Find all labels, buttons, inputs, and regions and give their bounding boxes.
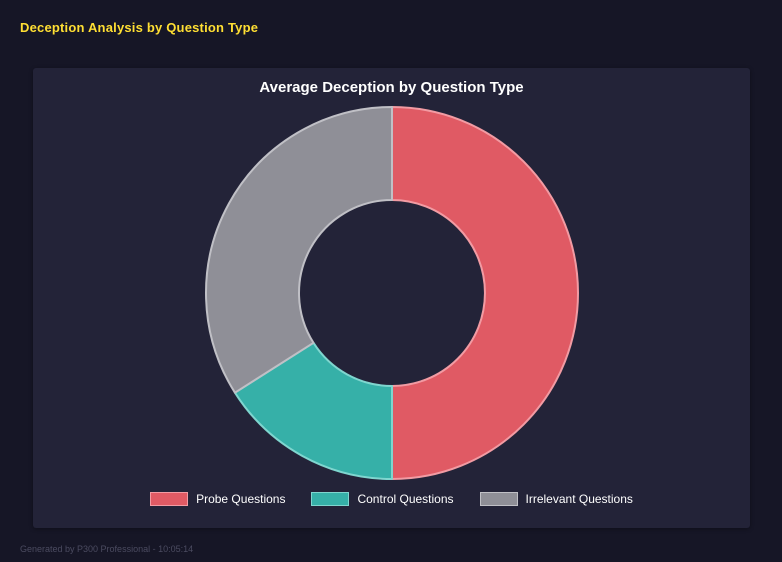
legend-swatch [479,492,518,506]
legend-item-2: Irrelevant Questions [479,492,633,506]
legend-label: Control Questions [357,492,454,506]
chart-legend: Probe Questions Control Questions Irreleva… [150,492,633,506]
page-title: Deception Analysis by Question Type [20,20,259,35]
donut-segment-1 [233,341,393,480]
legend-item-1: Control Questions [311,492,454,506]
chart-panel: Average Deception by Question Type Probe… [33,68,750,528]
donut-segment-0 [390,106,579,480]
donut-segment-2 [204,106,393,394]
legend-swatch [311,492,350,506]
legend-label: Irrelevant Questions [525,492,633,506]
footer-status: Generated by P300 Professional - 10:05:1… [20,544,194,554]
legend-label: Probe Questions [196,492,286,506]
legend-swatch [150,492,189,506]
donut-chart [204,106,579,480]
legend-item-0: Probe Questions [150,492,285,506]
chart-title: Average Deception by Question Type [259,79,524,96]
